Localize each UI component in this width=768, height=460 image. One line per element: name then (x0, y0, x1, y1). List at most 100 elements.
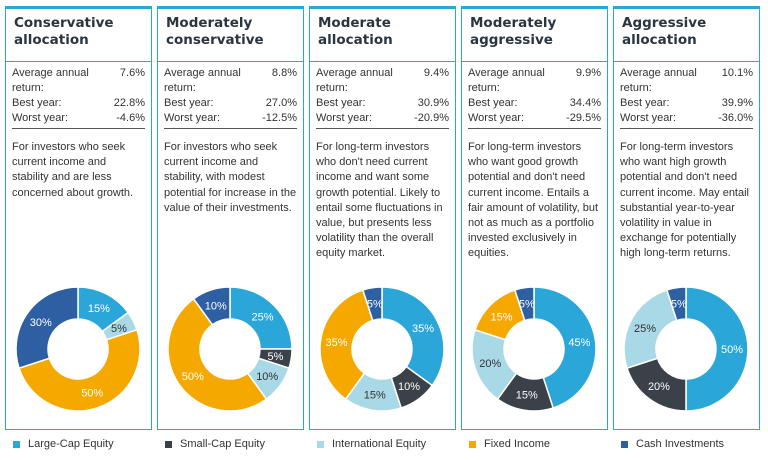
legend-item: International Equity (317, 438, 426, 450)
slice-label: 5% (267, 351, 283, 363)
stat-label: Best year: (12, 97, 62, 109)
donut-slice (319, 289, 374, 401)
donut-slice (513, 286, 535, 322)
slice-label: 15% (88, 303, 110, 315)
allocation-title: Moderate allocation (318, 15, 393, 48)
stat-value: 7.6% (119, 67, 145, 79)
stat-row-worst: Worst year: -20.9% (316, 111, 449, 126)
legend-swatch (13, 440, 20, 448)
stat-row-best: Best year: 22.8% (12, 96, 145, 111)
slice-label: 5% (111, 323, 127, 335)
slice-label: 50% (721, 344, 743, 356)
donut-slice (192, 286, 231, 326)
stat-label: Best year: (468, 97, 518, 109)
slice-label: 25% (634, 323, 656, 335)
slice-label: 5% (671, 299, 687, 311)
legend-label: Cash Investments (636, 438, 725, 450)
stat-value: 30.9% (417, 97, 449, 109)
donut-slice (167, 297, 268, 412)
stats-rule (468, 128, 601, 129)
stat-row-avg: Average annual return: 10.1% (620, 66, 753, 96)
slice-label: 30% (30, 317, 52, 329)
stat-label: Best year: (164, 97, 214, 109)
stat-value: 34.4% (569, 97, 601, 109)
title-divider (614, 61, 759, 62)
allocation-donut: 50% 20% 25% 5% (623, 286, 749, 412)
stats-rule (620, 128, 753, 129)
title-divider (310, 61, 455, 62)
slice-label: 50% (81, 388, 103, 400)
stat-row-avg: Average annual return: 9.9% (468, 66, 601, 96)
allocation-card: Aggressive allocation Average annual retu… (613, 6, 760, 430)
legend-swatch (165, 440, 172, 448)
allocation-donut: 25% 5% 10% 50% 10% (167, 286, 293, 412)
allocation-donut: 45% 15% 20% 15% 5% (471, 286, 597, 412)
return-stats: Average annual return: 10.1% Best year: 39.… (620, 66, 753, 126)
donut-slice (685, 286, 749, 412)
legend-swatch (317, 440, 324, 448)
legend-item: Fixed Income (469, 438, 550, 450)
return-stats: Average annual return: 7.6% Best year: 22.8… (12, 66, 145, 126)
legend-item: Cash Investments (621, 438, 724, 450)
stat-label: Worst year: (316, 112, 373, 124)
slice-label: 45% (568, 337, 590, 349)
slice-label: 50% (182, 371, 204, 383)
title-divider (158, 61, 303, 62)
stat-row-best: Best year: 34.4% (468, 96, 601, 111)
stat-label: Worst year: (468, 112, 525, 124)
allocation-description: For investors who seek current income an… (12, 141, 134, 199)
donut-slice (665, 286, 687, 322)
allocation-title: Conservative allocation (14, 15, 114, 48)
legend-swatch (621, 440, 628, 448)
legend-label: Large-Cap Equity (28, 438, 114, 450)
donut-slice (361, 286, 383, 322)
legend-label: International Equity (332, 438, 427, 450)
allocation-title: Moderately aggressive (470, 15, 557, 48)
stat-label: Worst year: (12, 112, 69, 124)
donut-slice (381, 286, 445, 387)
slice-label: 15% (364, 389, 386, 401)
legend: Large-Cap Equity Small-Cap Equity Internat… (0, 438, 768, 458)
stat-value: 8.8% (271, 67, 297, 79)
allocation-description: For investors who seek current income an… (164, 141, 297, 214)
legend-swatch (469, 440, 476, 448)
stat-row-avg: Average annual return: 8.8% (164, 66, 297, 96)
allocation-card: Moderately aggressive Average annual retu… (461, 6, 608, 430)
donut-slice (533, 286, 597, 409)
stat-label: Worst year: (164, 112, 221, 124)
stats-rule (164, 128, 297, 129)
slice-label: 15% (490, 311, 512, 323)
stat-label: Best year: (316, 97, 366, 109)
return-stats: Average annual return: 9.9% Best year: 34.4… (468, 66, 601, 126)
stat-value: -36.0% (718, 112, 753, 124)
stat-value: -4.6% (116, 112, 145, 124)
stat-row-worst: Worst year: -36.0% (620, 111, 753, 126)
title-divider (462, 61, 607, 62)
stat-value: 9.4% (423, 67, 449, 79)
slice-label: 10% (256, 371, 278, 383)
slice-label: 10% (205, 300, 227, 312)
stat-row-worst: Worst year: -29.5% (468, 111, 601, 126)
stat-row-worst: Worst year: -4.6% (12, 111, 145, 126)
stat-label: Average annual return: (12, 67, 89, 94)
allocation-title: Aggressive allocation (622, 15, 707, 48)
legend-item: Small-Cap Equity (165, 438, 265, 450)
stat-value: -20.9% (414, 112, 449, 124)
stat-value: 39.9% (721, 97, 753, 109)
return-stats: Average annual return: 8.8% Best year: 27.0… (164, 66, 297, 126)
stat-row-worst: Worst year: -12.5% (164, 111, 297, 126)
stat-row-best: Best year: 27.0% (164, 96, 297, 111)
stat-value: -12.5% (262, 112, 297, 124)
donut-slice (15, 286, 79, 370)
donut-slice (18, 328, 141, 412)
allocation-description: For long-term investors who want high gr… (620, 141, 749, 260)
stat-row-best: Best year: 39.9% (620, 96, 753, 111)
allocation-card: Moderate allocation Average annual return… (309, 6, 456, 430)
allocation-title: Moderately conservative (166, 15, 264, 48)
slice-label: 5% (519, 299, 535, 311)
slice-label: 5% (367, 299, 383, 311)
title-divider (6, 61, 151, 62)
slice-label: 20% (648, 381, 670, 393)
stat-label: Average annual return: (316, 67, 393, 94)
stat-label: Average annual return: (620, 67, 697, 94)
